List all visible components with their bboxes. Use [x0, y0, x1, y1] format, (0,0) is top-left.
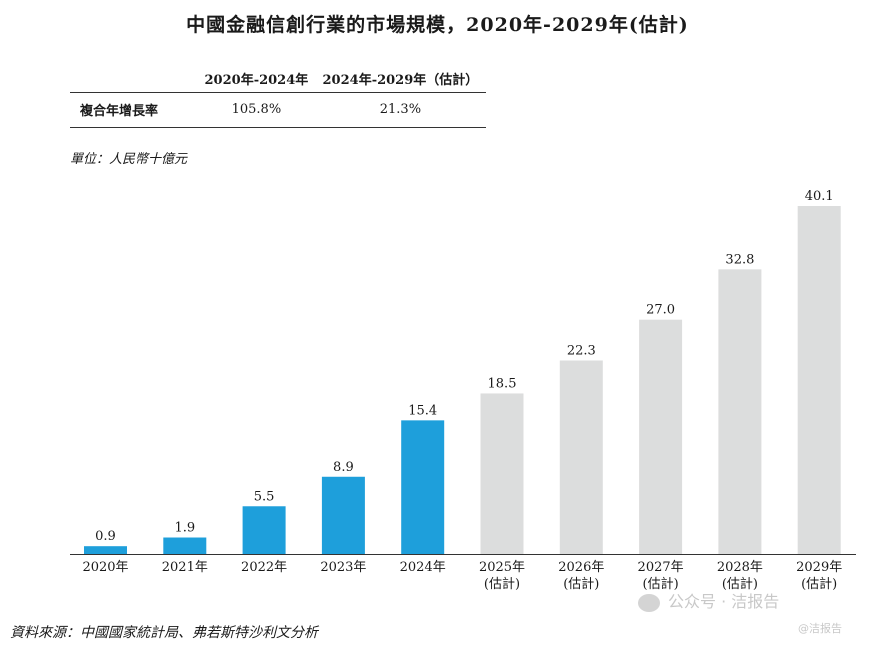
cagr-header-row: 2020年-2024年 2024年-2029年（估計） — [70, 63, 486, 93]
category-label-3: 2023年 — [320, 560, 366, 575]
cagr-value-2020-2024: 105.8% — [198, 92, 315, 128]
cagr-row: 複合年增長率 105.8% 21.3% — [70, 92, 486, 128]
value-label-2: 5.5 — [254, 489, 275, 504]
bar-0 — [84, 546, 127, 554]
category-label-2: 2022年 — [241, 560, 287, 575]
unit-label: 單位：人民幣十億元 — [70, 152, 188, 167]
category-sublabel-7: (估計) — [643, 576, 679, 592]
bar-6 — [559, 360, 603, 554]
cagr-header-2020-2024: 2020年-2024年 — [198, 63, 315, 93]
value-label-9: 40.1 — [805, 189, 834, 204]
cagr-header-blank — [70, 63, 198, 93]
category-label-8: 2028年 — [717, 560, 763, 575]
cagr-header-2024-2029: 2024年-2029年（估計） — [314, 63, 486, 93]
value-label-1: 1.9 — [174, 521, 195, 536]
category-label-5: 2025年 — [479, 560, 525, 575]
cagr-table: 2020年-2024年 2024年-2029年（估計） 複合年增長率 105.8… — [70, 63, 486, 128]
watermark-text: 公众号 · 洁报告 — [668, 592, 780, 611]
bar-2 — [242, 506, 286, 554]
category-label-0: 2020年 — [82, 560, 128, 575]
chart-title: 中國金融信創行業的市場規模，2020年-2029年(估計) — [186, 14, 689, 36]
watermark-sub: @洁报告 — [798, 622, 842, 635]
category-label-4: 2024年 — [400, 560, 446, 575]
cagr-row-label: 複合年增長率 — [70, 92, 198, 128]
category-sublabel-8: (估計) — [722, 576, 758, 592]
watermark: 公众号 · 洁报告 — [638, 588, 779, 612]
category-sublabel-9: (估計) — [801, 576, 837, 592]
value-label-5: 18.5 — [488, 376, 517, 391]
category-label-7: 2027年 — [638, 560, 684, 575]
value-label-8: 32.8 — [725, 252, 754, 267]
category-label-1: 2021年 — [162, 560, 208, 575]
bar-8 — [718, 269, 762, 554]
source-note: 資料來源：中國國家統計局、弗若斯特沙利文分析 — [10, 625, 318, 641]
category-sublabel-6: (估計) — [563, 576, 599, 592]
bar-5 — [480, 393, 524, 554]
bar-7 — [639, 319, 683, 554]
value-label-6: 22.3 — [567, 343, 596, 358]
bar-4 — [401, 420, 445, 554]
value-label-3: 8.9 — [333, 460, 354, 475]
bar-3 — [321, 476, 365, 554]
bar-1 — [163, 537, 207, 554]
category-label-6: 2026年 — [558, 560, 604, 575]
value-label-4: 15.4 — [408, 403, 437, 418]
category-sublabel-5: (估計) — [484, 576, 520, 592]
category-label-9: 2029年 — [796, 560, 842, 575]
wechat-icon — [638, 593, 660, 612]
value-label-7: 27.0 — [646, 303, 675, 318]
bar-9 — [797, 206, 841, 554]
value-label-0: 0.9 — [95, 529, 116, 544]
cagr-value-2024-2029: 21.3% — [314, 92, 486, 128]
